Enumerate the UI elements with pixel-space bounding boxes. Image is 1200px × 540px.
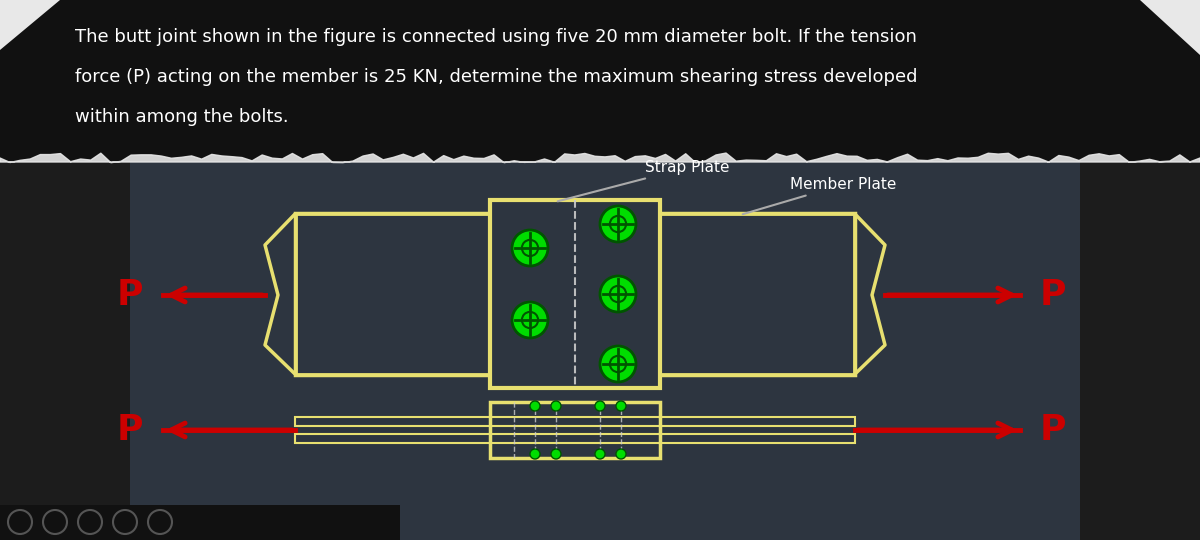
Bar bbox=[660, 214, 854, 374]
Text: P: P bbox=[1040, 278, 1067, 312]
Polygon shape bbox=[0, 0, 60, 50]
Text: P: P bbox=[116, 278, 143, 312]
Text: Strap Plate: Strap Plate bbox=[558, 160, 730, 201]
Circle shape bbox=[530, 401, 540, 411]
Bar bbox=[0, 505, 400, 540]
Circle shape bbox=[530, 449, 540, 459]
Circle shape bbox=[551, 449, 562, 459]
Circle shape bbox=[595, 401, 605, 411]
Bar bbox=[490, 402, 660, 458]
Bar bbox=[296, 214, 490, 374]
Circle shape bbox=[595, 449, 605, 459]
Bar bbox=[492, 404, 658, 456]
Bar bbox=[490, 200, 660, 388]
Bar bbox=[295, 213, 854, 375]
Text: Member Plate: Member Plate bbox=[743, 177, 896, 214]
Bar bbox=[130, 162, 1080, 540]
Text: P: P bbox=[116, 413, 143, 447]
Bar bbox=[295, 417, 854, 426]
Text: force (P) acting on the member is 25 KN, determine the maximum shearing stress d: force (P) acting on the member is 25 KN,… bbox=[74, 68, 918, 86]
Text: P: P bbox=[1040, 413, 1067, 447]
Circle shape bbox=[551, 401, 562, 411]
Circle shape bbox=[600, 206, 636, 242]
Circle shape bbox=[616, 401, 626, 411]
Bar bbox=[0, 0, 1200, 162]
Bar bbox=[295, 434, 854, 443]
Polygon shape bbox=[1140, 0, 1200, 55]
Text: The butt joint shown in the figure is connected using five 20 mm diameter bolt. : The butt joint shown in the figure is co… bbox=[74, 28, 917, 46]
Circle shape bbox=[512, 302, 548, 338]
Text: within among the bolts.: within among the bolts. bbox=[74, 108, 289, 126]
Circle shape bbox=[512, 230, 548, 266]
Circle shape bbox=[616, 449, 626, 459]
Circle shape bbox=[600, 276, 636, 312]
Circle shape bbox=[600, 346, 636, 382]
